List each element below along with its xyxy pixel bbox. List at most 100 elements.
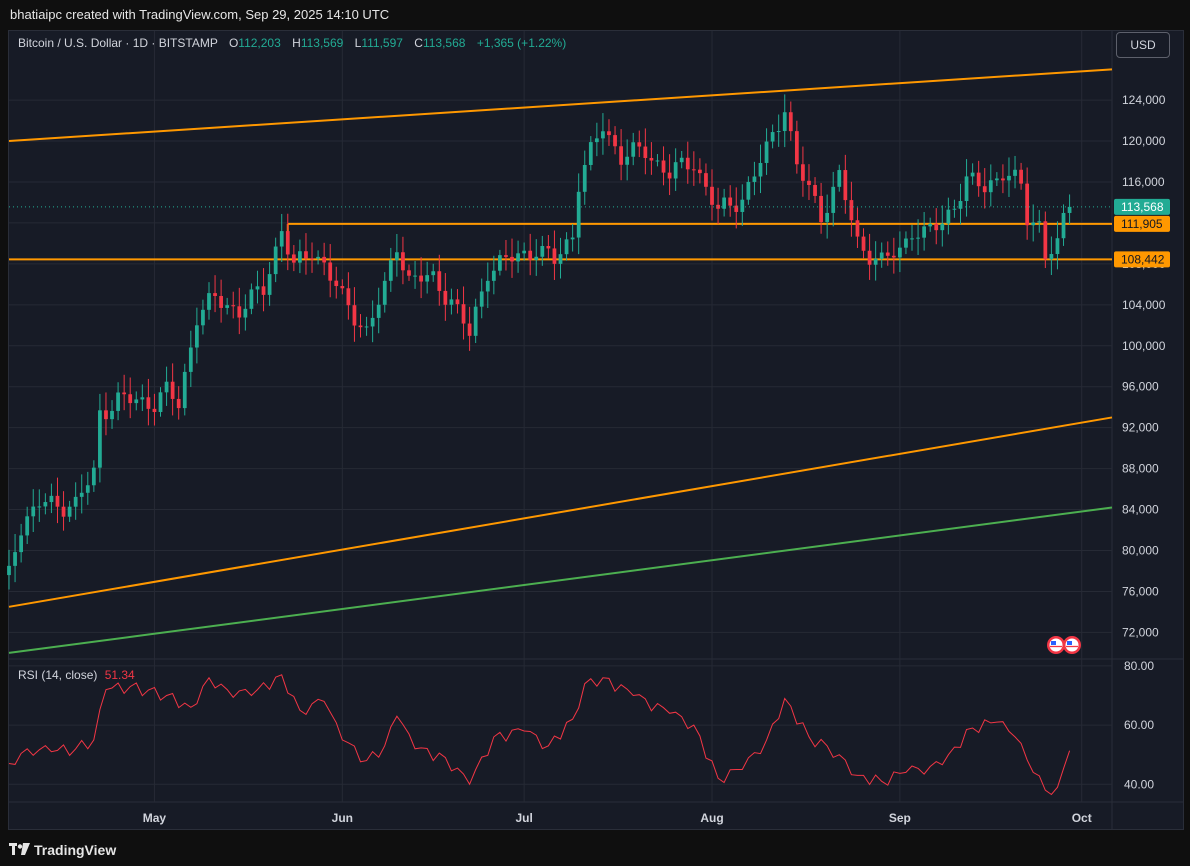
candle bbox=[679, 150, 684, 169]
candle bbox=[946, 197, 951, 235]
candle bbox=[1019, 162, 1023, 190]
low-label: L bbox=[354, 36, 362, 50]
candle bbox=[231, 291, 236, 319]
candle-body bbox=[201, 309, 205, 326]
orange-trendline bbox=[8, 68, 1113, 143]
candle bbox=[546, 234, 551, 259]
candle-body bbox=[291, 254, 296, 263]
candle-body bbox=[207, 293, 211, 310]
candle bbox=[176, 386, 181, 420]
candle bbox=[928, 217, 933, 232]
candle-body bbox=[952, 208, 957, 210]
last-price-tag: 113,568 bbox=[1121, 200, 1164, 214]
candle-body bbox=[758, 162, 763, 177]
candle bbox=[976, 160, 981, 197]
candle-body bbox=[843, 170, 848, 201]
candle-body bbox=[382, 280, 387, 305]
price-tick-label: 104,000 bbox=[1122, 298, 1166, 312]
candle bbox=[322, 242, 327, 276]
candle-body bbox=[564, 239, 569, 255]
candle-body bbox=[43, 502, 48, 507]
candle-body bbox=[891, 255, 896, 258]
candle bbox=[279, 213, 284, 262]
candle bbox=[152, 393, 157, 426]
candle-body bbox=[510, 256, 514, 262]
candle-body bbox=[1037, 221, 1042, 223]
candle bbox=[419, 257, 423, 299]
price-tick-label: 80,000 bbox=[1122, 544, 1159, 558]
candle-body bbox=[825, 212, 830, 223]
candle bbox=[267, 261, 272, 306]
low-value: 111,597 bbox=[361, 36, 403, 50]
candle bbox=[516, 240, 520, 273]
candle bbox=[194, 307, 199, 364]
candle bbox=[291, 245, 296, 272]
candle-body bbox=[643, 146, 648, 158]
candle bbox=[1001, 164, 1005, 194]
candle bbox=[364, 316, 369, 336]
candle bbox=[982, 168, 987, 209]
candle bbox=[394, 233, 399, 277]
candle-body bbox=[213, 293, 217, 296]
candle bbox=[134, 391, 139, 411]
event-flag-canton bbox=[1051, 641, 1056, 645]
footer: TradingView bbox=[0, 832, 1190, 866]
candle-body bbox=[498, 255, 502, 271]
candle bbox=[19, 523, 23, 563]
candle bbox=[794, 120, 799, 174]
candle bbox=[479, 278, 484, 319]
candle bbox=[637, 130, 642, 158]
candle bbox=[73, 482, 78, 520]
candle bbox=[449, 288, 454, 315]
candle bbox=[334, 266, 339, 299]
candle-body bbox=[746, 181, 751, 200]
candle-body bbox=[170, 381, 175, 399]
candle-body bbox=[904, 238, 908, 248]
candle-body bbox=[188, 347, 193, 372]
candle-body bbox=[740, 199, 745, 212]
candle bbox=[601, 113, 605, 155]
candle-body bbox=[976, 172, 981, 187]
green-trendline bbox=[8, 506, 1113, 654]
candle-body bbox=[734, 205, 739, 212]
currency-button[interactable]: USD bbox=[1116, 32, 1170, 58]
candle bbox=[958, 183, 963, 225]
candle-body bbox=[1061, 212, 1066, 239]
candle-body bbox=[394, 252, 399, 261]
candle bbox=[510, 238, 514, 278]
candle-body bbox=[940, 223, 945, 231]
high-value: 113,569 bbox=[300, 36, 344, 50]
candle-body bbox=[267, 274, 272, 295]
candle bbox=[770, 124, 775, 149]
candle-body bbox=[316, 256, 320, 259]
candle-body bbox=[613, 135, 617, 147]
candle-body bbox=[982, 186, 987, 193]
candle bbox=[988, 164, 993, 207]
candle-body bbox=[522, 250, 527, 254]
footer-brand: TradingView bbox=[34, 842, 117, 858]
candle-body bbox=[449, 299, 454, 305]
last-price-tag-bg bbox=[1114, 198, 1170, 215]
candle-body bbox=[437, 271, 442, 291]
candle bbox=[734, 187, 739, 229]
candle bbox=[1037, 209, 1042, 233]
rsi-legend: RSI (14, close) 51.34 bbox=[18, 668, 135, 682]
candle-body bbox=[485, 280, 490, 292]
candle-body bbox=[655, 160, 660, 162]
candle bbox=[461, 286, 466, 340]
candle-body bbox=[710, 186, 714, 205]
candle-body bbox=[879, 252, 884, 259]
candle bbox=[140, 384, 145, 412]
candle bbox=[788, 101, 793, 141]
candle-body bbox=[540, 246, 545, 257]
candle bbox=[43, 493, 48, 515]
candle bbox=[710, 169, 714, 221]
candle bbox=[498, 249, 502, 276]
candle bbox=[55, 477, 60, 524]
candle bbox=[898, 231, 902, 273]
candle-body bbox=[607, 131, 611, 136]
candle-body bbox=[19, 535, 23, 553]
candle bbox=[813, 177, 817, 204]
candle-body bbox=[273, 246, 278, 275]
